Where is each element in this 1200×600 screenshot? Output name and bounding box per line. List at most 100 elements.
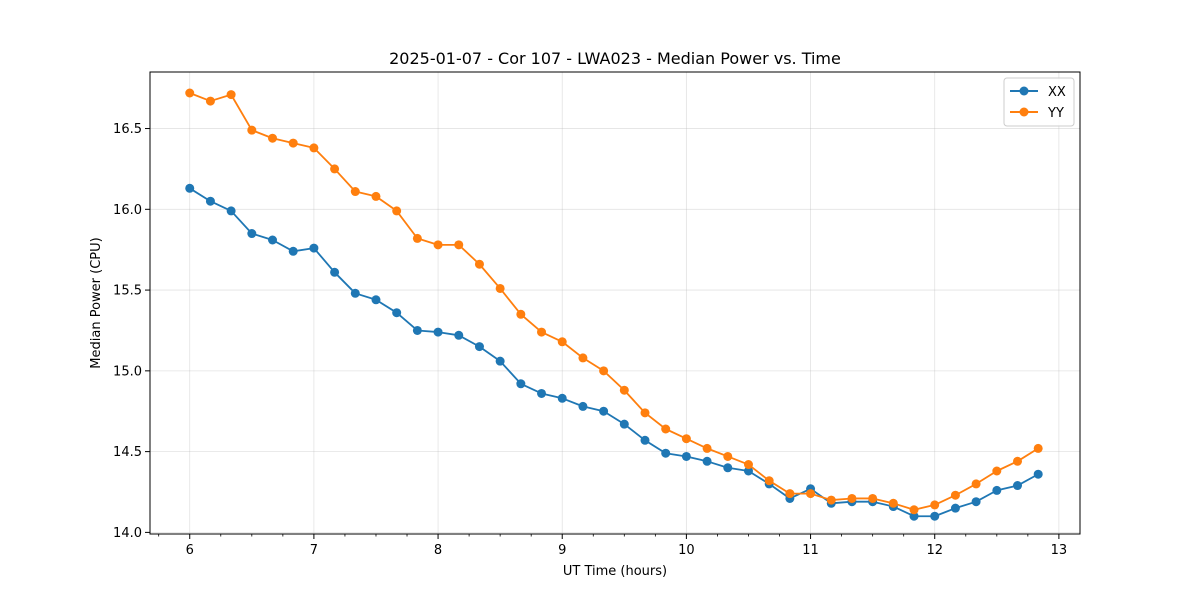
y-tick-label: 15.0: [113, 364, 142, 379]
data-point-yy: [495, 283, 505, 293]
y-tick-label: 14.5: [113, 445, 142, 460]
data-point-xx: [640, 435, 650, 445]
y-tick-label: 16.0: [113, 203, 142, 218]
data-point-yy: [474, 259, 484, 269]
data-point-yy: [309, 143, 319, 153]
series-layer: [185, 88, 1043, 521]
data-point-yy: [288, 138, 298, 148]
data-point-yy: [392, 206, 402, 216]
data-point-yy: [350, 187, 360, 197]
data-point-yy: [412, 233, 422, 243]
data-point-yy: [557, 337, 567, 347]
data-point-yy: [454, 240, 464, 250]
data-point-xx: [288, 246, 298, 256]
data-point-yy: [268, 133, 278, 143]
data-point-xx: [433, 327, 443, 337]
data-point-yy: [247, 125, 257, 135]
data-point-yy: [640, 408, 650, 418]
data-point-yy: [578, 353, 588, 363]
data-point-yy: [743, 460, 753, 470]
y-tick-label: 15.5: [113, 284, 142, 299]
axes: 6 7 8 9 10 11 12 13 14.0 14.5 15.0 15.5 16.0 16.5: [113, 122, 1067, 558]
data-point-xx: [247, 229, 257, 239]
data-point-xx: [992, 485, 1002, 495]
chart-title: 2025-01-07 - Cor 107 - LWA023 - Median P…: [389, 49, 841, 68]
x-tick-label: 11: [802, 543, 819, 558]
data-point-yy: [806, 489, 816, 499]
data-point-yy: [764, 476, 774, 486]
data-point-yy: [826, 495, 836, 505]
data-point-xx: [619, 419, 629, 429]
data-point-yy: [723, 451, 733, 461]
data-point-yy: [661, 424, 671, 434]
y-tick-label: 14.0: [113, 526, 142, 541]
data-point-xx: [723, 463, 733, 473]
data-point-yy: [433, 240, 443, 250]
data-point-xx: [350, 288, 360, 298]
data-point-xx: [495, 356, 505, 366]
x-tick-label: 8: [434, 543, 442, 558]
data-point-yy: [868, 493, 878, 503]
data-point-yy: [681, 434, 691, 444]
x-tick-label: 10: [678, 543, 695, 558]
legend-label-yy: YY: [1047, 106, 1064, 121]
data-point-xx: [371, 295, 381, 305]
data-point-yy: [330, 164, 340, 174]
data-point-xx: [599, 406, 609, 416]
data-point-xx: [950, 503, 960, 513]
data-point-xx: [537, 388, 547, 398]
data-point-yy: [950, 490, 960, 500]
data-point-yy: [619, 385, 629, 395]
data-point-xx: [1013, 481, 1023, 491]
data-point-yy: [185, 88, 195, 98]
data-point-xx: [185, 183, 195, 193]
data-point-xx: [454, 330, 464, 340]
y-axis-label: Median Power (CPU): [89, 237, 104, 368]
data-point-yy: [516, 309, 526, 319]
legend-marker-xx: [1019, 86, 1029, 96]
data-point-yy: [371, 191, 381, 201]
x-tick-label: 13: [1051, 543, 1068, 558]
data-point-xx: [309, 243, 319, 253]
data-point-yy: [930, 500, 940, 510]
legend-label-xx: XX: [1048, 85, 1066, 100]
data-point-xx: [578, 401, 588, 411]
data-point-xx: [205, 196, 215, 206]
data-point-yy: [702, 443, 712, 453]
data-point-yy: [785, 489, 795, 499]
data-point-xx: [412, 325, 422, 335]
data-point-yy: [992, 466, 1002, 476]
data-point-xx: [661, 448, 671, 458]
data-point-yy: [909, 505, 919, 515]
data-point-xx: [330, 267, 340, 277]
data-point-yy: [1013, 456, 1023, 466]
data-point-yy: [1033, 443, 1043, 453]
data-point-yy: [226, 90, 236, 100]
data-point-yy: [971, 479, 981, 489]
data-point-xx: [743, 466, 753, 476]
data-point-xx: [557, 393, 567, 403]
data-point-yy: [599, 366, 609, 376]
legend-marker-yy: [1019, 107, 1029, 117]
x-axis-label: UT Time (hours): [563, 564, 667, 579]
plot-frame: [149, 71, 1081, 535]
data-point-yy: [537, 327, 547, 337]
x-tick-label: 9: [558, 543, 566, 558]
data-point-xx: [516, 379, 526, 389]
data-point-xx: [226, 206, 236, 216]
data-point-xx: [474, 342, 484, 352]
data-point-xx: [1033, 469, 1043, 479]
data-point-xx: [702, 456, 712, 466]
data-point-yy: [847, 493, 857, 503]
y-tick-label: 16.5: [113, 122, 142, 137]
data-point-xx: [392, 308, 402, 318]
x-tick-label: 7: [310, 543, 318, 558]
data-point-xx: [930, 511, 940, 521]
data-point-xx: [681, 451, 691, 461]
data-point-yy: [205, 96, 215, 106]
x-tick-label: 12: [926, 543, 943, 558]
data-point-xx: [971, 497, 981, 507]
data-point-xx: [268, 235, 278, 245]
